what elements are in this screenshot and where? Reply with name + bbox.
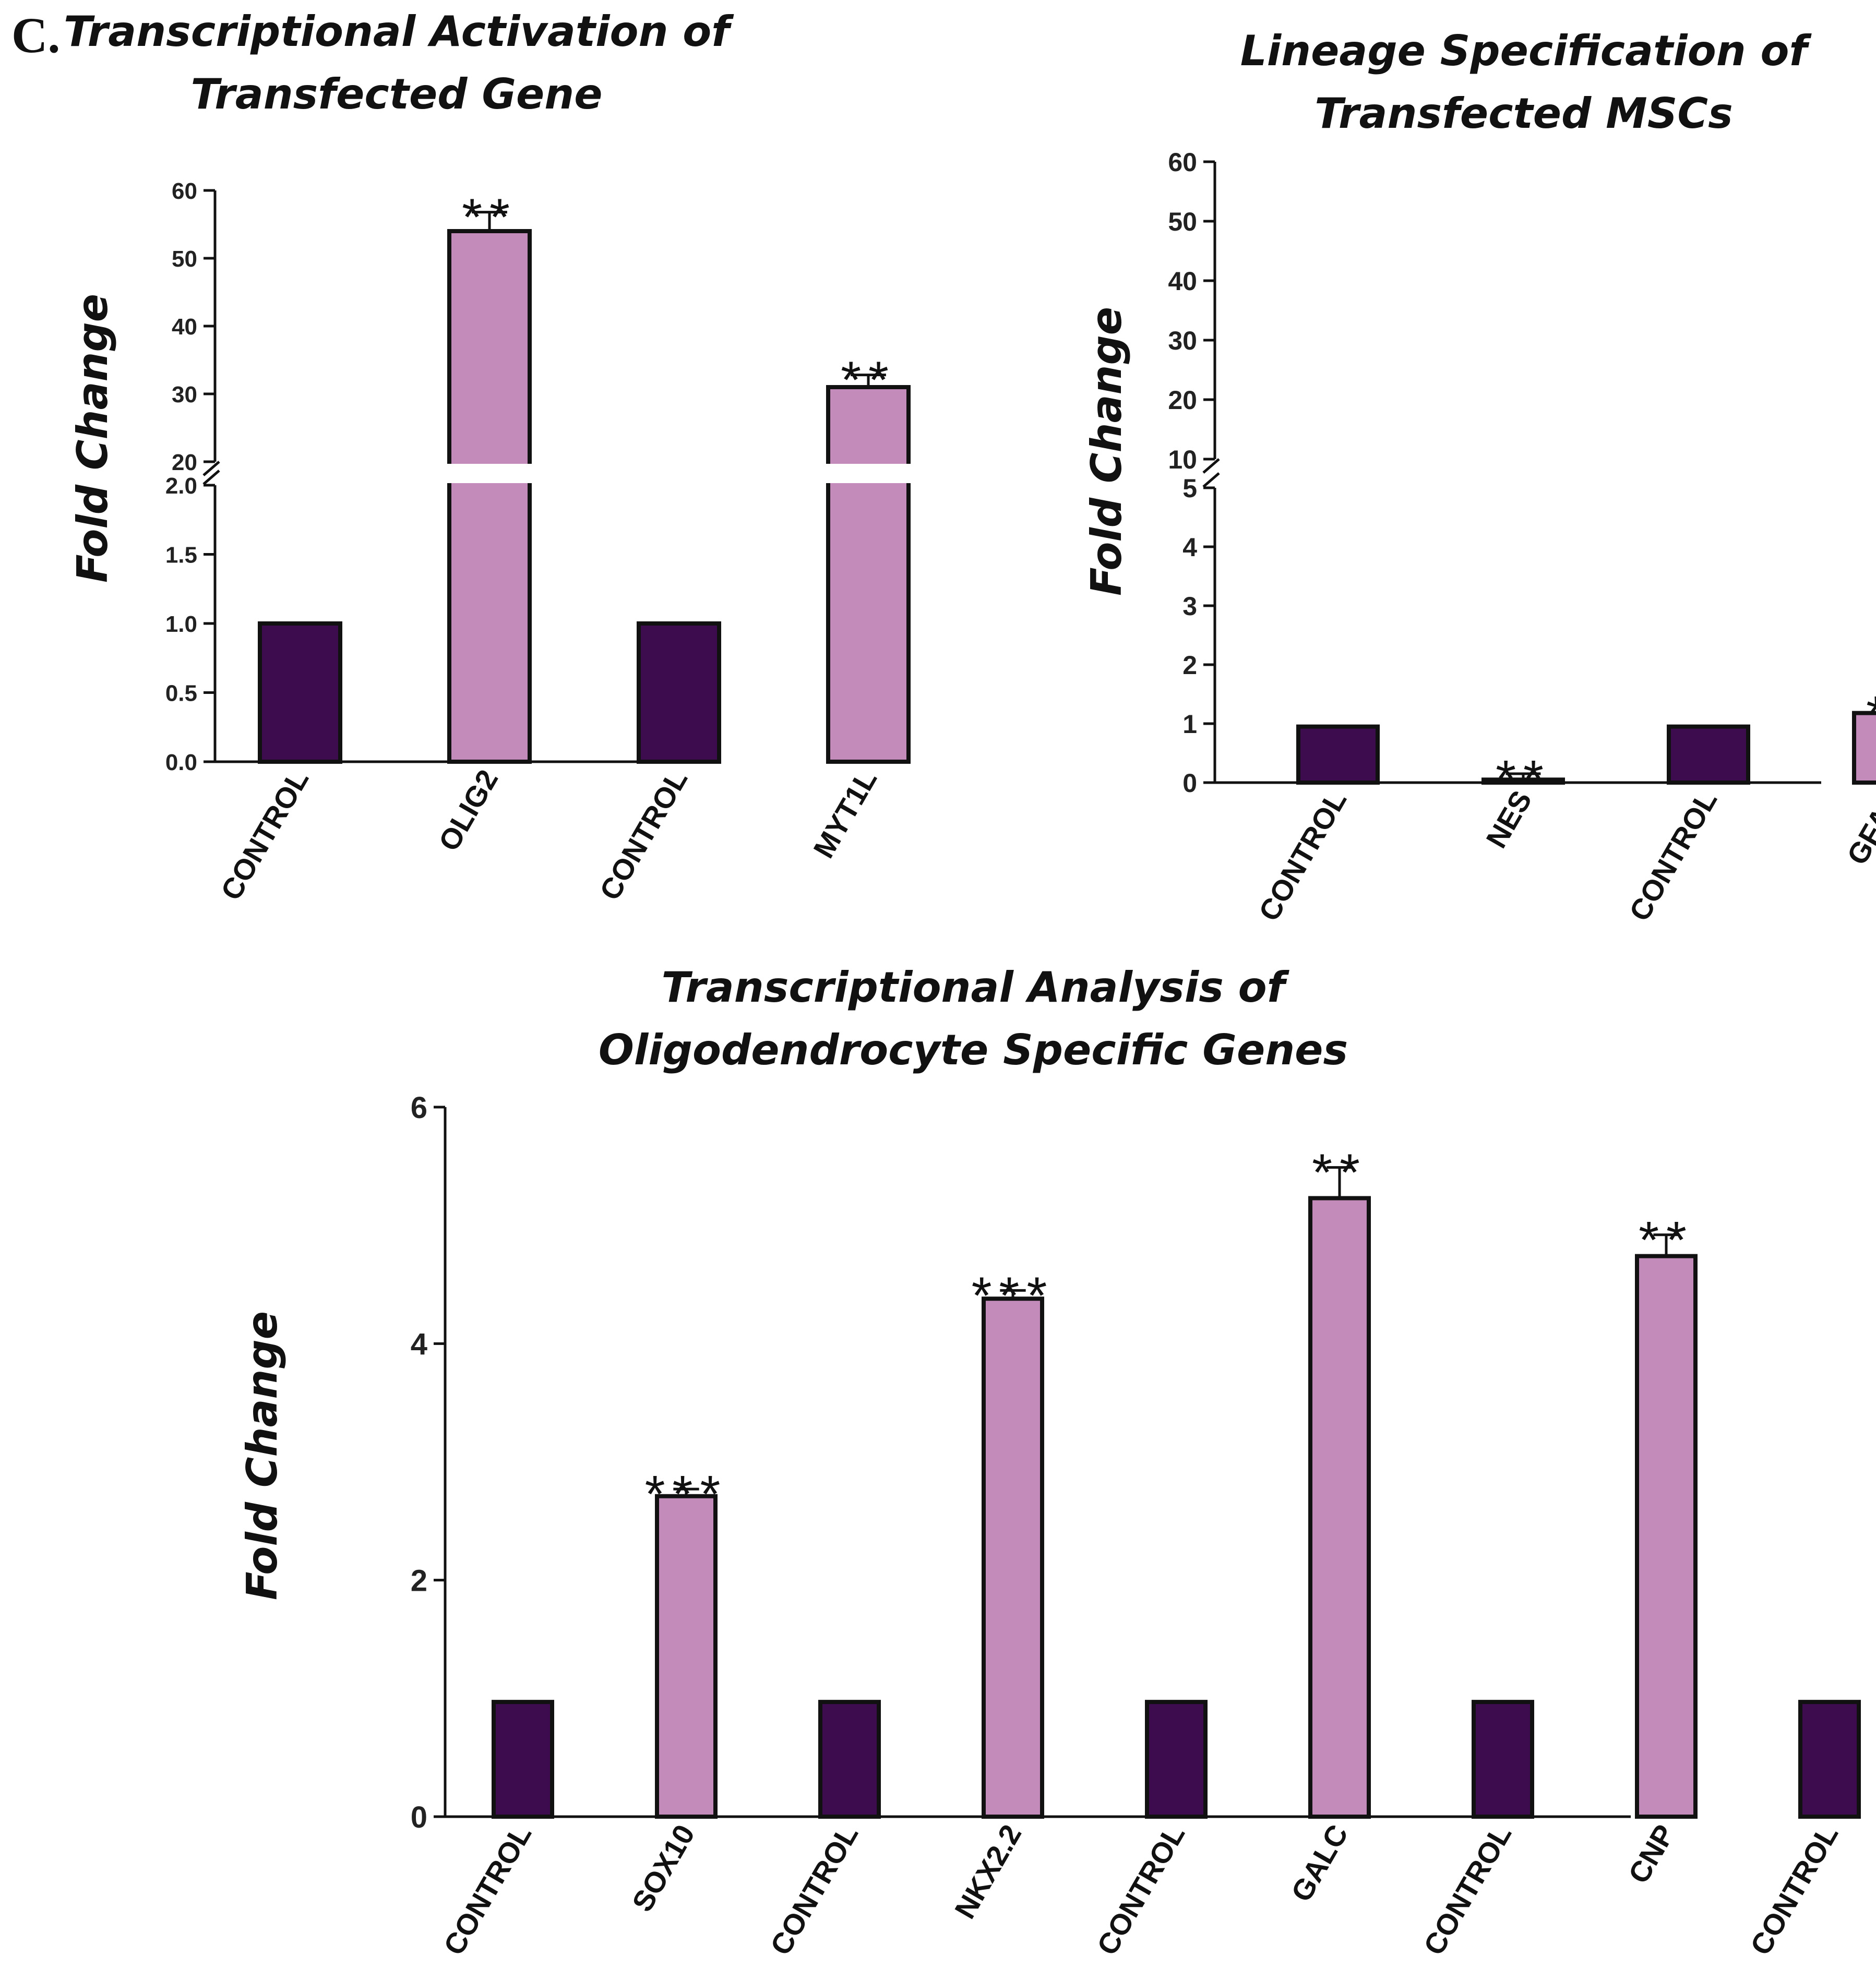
- x-tick-label: CONTROL: [214, 764, 315, 906]
- y-axis-label: Fold Change: [68, 294, 117, 583]
- x-tick-label: NKX2.2: [948, 1819, 1028, 1924]
- x-tick-label: CONTROL: [1252, 785, 1353, 927]
- bar-control: [1298, 727, 1378, 783]
- y-tick-label: 60: [172, 178, 197, 204]
- chart-title-line-2: Transfected MSCs: [1315, 89, 1732, 138]
- y-tick-label: 0: [1182, 769, 1197, 798]
- x-tick-label: MYT1L: [807, 764, 883, 863]
- bar-control: [494, 1702, 552, 1817]
- chart-panel-lineage-specification: Lineage Specification of Transfected MSC…: [1082, 27, 1876, 927]
- y-tick-label: 0: [411, 1800, 427, 1834]
- significance-label: ***: [645, 1465, 728, 1523]
- bar-myt1l: [828, 387, 909, 762]
- figure: C. Transcriptional Activation of Transfe…: [0, 0, 1876, 1981]
- y-tick-label: 10: [1168, 445, 1197, 474]
- y-tick-label: 20: [172, 450, 197, 475]
- y-tick-label: 20: [1168, 386, 1197, 415]
- axis-break-gap: [823, 464, 914, 483]
- chart-panel-transcriptional-activation: Transcriptional Activation of Transfecte…: [64, 7, 914, 906]
- chart-title-line-2: Transfected Gene: [190, 70, 602, 118]
- y-tick-label: 60: [1168, 148, 1197, 177]
- y-tick-label: 1.0: [165, 611, 197, 637]
- bar-galc: [1310, 1198, 1369, 1817]
- y-axis-label: Fold Change: [1082, 307, 1131, 596]
- x-tick-label: GALC: [1285, 1819, 1355, 1907]
- x-tick-label: SOX10: [626, 1819, 701, 1917]
- y-tick-label: 30: [1168, 326, 1197, 355]
- significance-label: **: [462, 188, 517, 247]
- axis-break-gap: [444, 464, 535, 483]
- y-tick-label: 2: [411, 1564, 427, 1598]
- chart-title-line-1: Transcriptional Analysis of: [662, 963, 1290, 1012]
- chart-panel-oligodendrocyte-genes: Transcriptional Analysis of Oligodendroc…: [238, 963, 1876, 1961]
- y-tick-label: 4: [1182, 533, 1197, 562]
- y-tick-label: 0.5: [165, 680, 197, 706]
- x-tick-label: GFAP: [1841, 785, 1876, 871]
- x-tick-label: CONTROL: [1417, 1819, 1517, 1961]
- bar-sox10: [657, 1496, 715, 1817]
- x-tick-label: CONTROL: [763, 1819, 864, 1961]
- bar-nkx2-2: [984, 1299, 1042, 1817]
- bar-olig2: [449, 231, 530, 762]
- bar-control: [639, 623, 719, 762]
- y-tick-label: 5: [1182, 474, 1197, 503]
- significance-label: ***: [972, 1266, 1055, 1325]
- x-tick-label: CONTROL: [1743, 1819, 1844, 1961]
- y-tick-label: 2: [1182, 651, 1197, 680]
- x-tick-label: CONTROL: [437, 1819, 537, 1961]
- y-tick-label: 1: [1182, 710, 1197, 739]
- significance-label: **: [1312, 1144, 1367, 1202]
- y-tick-label: 50: [1168, 207, 1197, 236]
- y-tick-label: 4: [411, 1327, 427, 1361]
- y-tick-label: 0.0: [165, 750, 197, 775]
- y-tick-label: 2.0: [165, 473, 197, 499]
- y-tick-label: 40: [1168, 267, 1197, 296]
- panel-label: C.: [11, 7, 60, 63]
- y-tick-label: 40: [172, 314, 197, 340]
- y-tick-label: 50: [172, 246, 197, 272]
- plot-area: 0 2 4 6 CONTROL *** SOX10 CONTROL *** NKX2.2 CONTR…: [411, 1091, 1876, 1961]
- y-tick-label: 30: [172, 382, 197, 407]
- significance-label: **: [1866, 686, 1876, 744]
- bar-control: [820, 1702, 879, 1817]
- x-tick-label: CONTROL: [593, 764, 694, 906]
- significance-label: **: [1639, 1211, 1694, 1269]
- chart-title-line-1: Lineage Specification of: [1240, 27, 1812, 75]
- bar-cnp: [1637, 1256, 1695, 1817]
- axis-break-mark: [1203, 473, 1219, 487]
- x-tick-label: CONTROL: [1622, 785, 1723, 927]
- plot-area: 0.0 0.5 1.0 1.5 2.020 30 40 50 60 CONTROL ** OLIG2 C…: [165, 178, 914, 906]
- y-tick-label: 1.5: [165, 542, 197, 568]
- y-tick-label: 6: [411, 1091, 427, 1125]
- bar-control: [1147, 1702, 1205, 1817]
- x-tick-label: OLIG2: [432, 764, 505, 857]
- x-tick-label: CONTROL: [1090, 1819, 1191, 1961]
- x-tick-label: CNP: [1622, 1819, 1681, 1889]
- significance-label: **: [841, 351, 896, 410]
- bar-control: [1800, 1702, 1859, 1817]
- plot-area: 012345102030405060CONTROL**NESCONTROL**G…: [1168, 148, 1876, 927]
- bar-control: [1669, 727, 1748, 783]
- bar-control: [260, 623, 340, 762]
- chart-title-line-1: Transcriptional Activation of: [64, 7, 734, 56]
- axis-break-mark: [1203, 459, 1219, 473]
- y-axis-label: Fold Change: [238, 1311, 286, 1600]
- chart-title-line-2: Oligodendrocyte Specific Genes: [599, 1026, 1348, 1074]
- bar-control: [1474, 1702, 1532, 1817]
- y-tick-label: 3: [1182, 592, 1197, 621]
